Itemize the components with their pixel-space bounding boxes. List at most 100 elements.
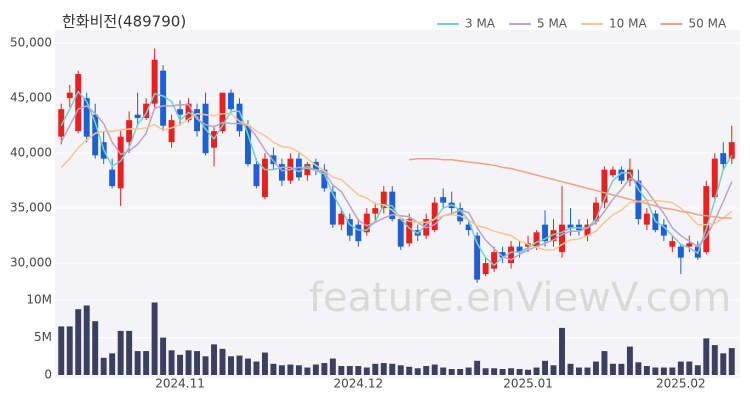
volume-bar — [669, 367, 676, 375]
y-tick-label: 45,000 — [10, 91, 52, 105]
volume-bar — [228, 356, 234, 375]
candle-body — [329, 191, 336, 225]
candle-body — [669, 241, 676, 247]
volume-bar — [304, 367, 311, 375]
ma-line — [60, 104, 733, 261]
marks — [58, 48, 735, 375]
volume-bar — [542, 360, 549, 375]
legend-label: 50 MA — [689, 17, 727, 31]
volume-bar — [440, 367, 447, 375]
volume-bar — [168, 350, 175, 375]
ma-line — [409, 157, 732, 219]
volume-bar — [58, 326, 65, 375]
y-tick-label: 40,000 — [10, 146, 52, 160]
volume-bar — [329, 358, 336, 375]
volume-bar — [372, 363, 379, 375]
candle-body — [346, 219, 353, 236]
volume-bar — [703, 338, 710, 375]
volume-bar — [397, 365, 404, 375]
volume-bar — [686, 361, 693, 375]
legend-label: 10 MA — [609, 17, 647, 31]
volume-bar — [431, 364, 438, 375]
candle-body — [338, 213, 345, 225]
candle-body — [720, 153, 727, 165]
candle-body — [457, 208, 464, 222]
volume-bar — [474, 360, 481, 375]
ma-line — [60, 90, 733, 267]
volume-bar — [635, 362, 642, 375]
chart-title: 한화비전(489790) — [62, 13, 186, 31]
volume-bar — [516, 369, 523, 375]
candle-body — [643, 213, 650, 225]
candle-body — [304, 164, 311, 176]
candle-body — [177, 109, 184, 115]
x-tick-label: 2024.11 — [155, 377, 205, 391]
y-tick-label: 30,000 — [10, 256, 52, 270]
candle-body — [244, 125, 251, 165]
candle-body — [440, 197, 447, 203]
volume-bar — [117, 330, 124, 375]
candle-body — [474, 235, 481, 280]
volume-tick-label: 10M — [26, 293, 52, 307]
volume-bar — [423, 366, 430, 375]
volume-bar — [406, 366, 413, 375]
legend-label: 5 MA — [537, 17, 568, 31]
volume-bar — [643, 366, 650, 375]
volume-bar — [194, 351, 201, 375]
candle-body — [406, 219, 413, 244]
candle-body — [550, 230, 557, 242]
volume-bar — [508, 368, 515, 375]
candle-body — [261, 158, 268, 198]
volume-bar — [380, 363, 387, 375]
candle-body — [134, 114, 141, 118]
candle-body — [321, 169, 328, 189]
volume-bar — [253, 361, 260, 375]
volume-bar — [652, 367, 659, 375]
candle-body — [533, 232, 540, 247]
candle-body — [143, 103, 150, 118]
candle-body — [559, 224, 565, 253]
volume-bar — [626, 346, 633, 375]
volume-bar — [287, 364, 294, 375]
volume-bar — [592, 361, 599, 375]
volume-bar — [295, 365, 302, 375]
candle-body — [601, 169, 608, 203]
candle-body — [609, 169, 616, 176]
volume-bar — [321, 363, 328, 375]
volume-bar — [567, 363, 574, 375]
volume-bar — [711, 345, 718, 375]
volume-bar — [720, 353, 727, 375]
candle-body — [126, 120, 133, 143]
volume-bar — [134, 351, 141, 375]
volume-bar — [92, 321, 99, 375]
volume-bar — [576, 367, 582, 375]
volume-bar — [533, 367, 540, 375]
candle-body — [491, 252, 498, 269]
candle-body — [677, 246, 684, 258]
candle-body — [584, 224, 591, 236]
candle-body — [686, 243, 693, 247]
candle-body — [499, 252, 506, 258]
candle-body — [711, 158, 718, 198]
candle-body — [728, 142, 735, 159]
candle-body — [92, 114, 99, 156]
candle-body — [194, 109, 201, 132]
candle-body — [542, 224, 549, 242]
legend: 3 MA 5 MA 10 MA 50 MA — [437, 17, 727, 31]
volume-bar — [66, 326, 73, 375]
volume-bar — [143, 351, 150, 375]
volume-bar — [126, 330, 133, 375]
y-tick-label: 35,000 — [10, 201, 52, 215]
volume-tick-label: 5M — [34, 330, 52, 344]
grid: 30,000 35,000 40,000 45,000 50,000 0 5M 10M 2024… — [10, 36, 740, 391]
volume-bar — [491, 368, 498, 375]
volume-bar — [244, 358, 251, 375]
volume-bar — [389, 363, 396, 375]
volume-bar — [185, 350, 192, 375]
candle-body — [482, 263, 489, 275]
candle-body — [253, 164, 260, 187]
volume-bar — [211, 344, 217, 375]
ma-line — [60, 112, 733, 251]
candle-body — [372, 208, 379, 214]
